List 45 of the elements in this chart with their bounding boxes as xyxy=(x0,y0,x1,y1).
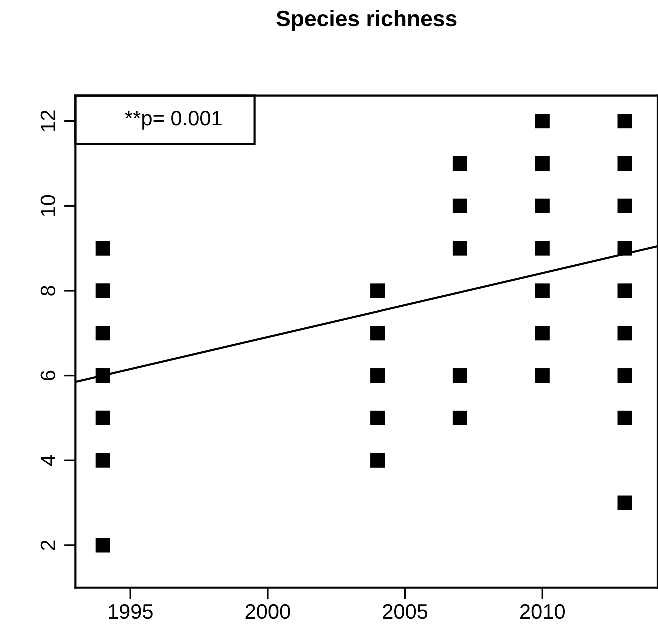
point xyxy=(96,410,110,426)
y-tick-label: 6 xyxy=(40,370,56,381)
y-tick-label: 10 xyxy=(40,195,56,216)
point xyxy=(452,198,468,214)
x-tick-label: 2000 xyxy=(246,604,290,620)
point xyxy=(535,114,550,129)
point xyxy=(618,241,632,256)
point xyxy=(370,326,386,341)
point xyxy=(96,453,110,468)
point xyxy=(618,326,632,341)
y-tick-label: 2 xyxy=(40,540,56,550)
y-tick-label: 12 xyxy=(40,110,56,132)
point xyxy=(535,368,550,384)
x-tick-label: 2010 xyxy=(520,604,565,620)
point xyxy=(452,410,468,426)
point xyxy=(535,284,550,298)
point xyxy=(370,410,386,426)
y-tick-label: 8 xyxy=(40,286,56,296)
x-tick-label: 2005 xyxy=(383,604,428,620)
point xyxy=(618,284,632,298)
annotation: **p= 0.001 xyxy=(125,110,222,130)
chart-title: Species richness xyxy=(276,10,457,32)
point xyxy=(96,326,110,341)
point xyxy=(618,496,632,510)
point xyxy=(535,241,550,256)
point xyxy=(96,284,110,298)
point xyxy=(535,326,550,341)
point xyxy=(618,410,632,426)
point xyxy=(96,241,110,256)
point xyxy=(96,538,110,553)
x-tick-label: 1995 xyxy=(109,604,153,620)
point xyxy=(618,368,632,384)
point xyxy=(535,156,550,171)
point xyxy=(618,198,632,214)
point xyxy=(618,114,632,129)
y-tick-label: 4 xyxy=(41,455,56,466)
point xyxy=(535,198,550,214)
point xyxy=(452,368,468,384)
point xyxy=(96,368,110,384)
point xyxy=(452,241,468,256)
point xyxy=(370,284,386,298)
point xyxy=(370,368,386,384)
point xyxy=(618,156,632,171)
point xyxy=(452,156,468,171)
point xyxy=(370,453,386,468)
